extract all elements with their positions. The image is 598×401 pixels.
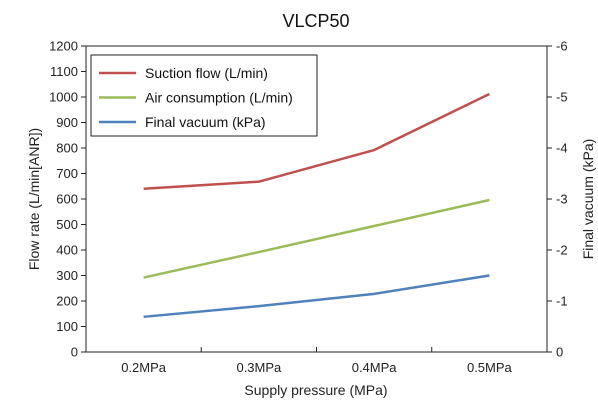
y2-tick-label: -6 (556, 39, 568, 54)
y-tick-label: 800 (56, 141, 78, 156)
y-tick-label: 1200 (49, 39, 78, 54)
y2-tick-label: -2 (556, 243, 568, 258)
legend-label: Final vacuum (kPa) (145, 114, 266, 130)
y-tick-label: 200 (56, 294, 78, 309)
series-line-2 (143, 198, 490, 279)
y-tick-label: 500 (56, 217, 78, 232)
left-y-axis: 0 100 200 300 400 500 600 700 800 900 1000 1100 1200 (49, 39, 86, 360)
series-lines (143, 92, 490, 319)
y-tick-label: 400 (56, 243, 78, 258)
legend-label: Air consumption (L/min) (145, 90, 293, 106)
x-tick-label: 0.5MPa (467, 360, 513, 375)
series-line-1 (143, 92, 490, 191)
y2-tick-label: 0 (556, 345, 563, 360)
y-tick-label: 300 (56, 268, 78, 283)
legend-label: Suction flow (L/min) (145, 65, 268, 81)
x-tick-label: 0.4MPa (352, 360, 398, 375)
y-tick-label: 0 (71, 345, 78, 360)
right-y-axis: 0 -1 -2 -3 -4 -5 -6 (547, 39, 568, 360)
y2-tick-label: -3 (556, 192, 568, 207)
y2-tick-label: -4 (556, 141, 568, 156)
x-tick-label: 0.2MPa (121, 360, 167, 375)
y2-tick-label: -1 (556, 294, 568, 309)
y-tick-label: 700 (56, 166, 78, 181)
x-axis: 0.2MPa 0.3MPa 0.4MPa 0.5MPa (121, 347, 513, 375)
y2-tick-label: -5 (556, 90, 568, 105)
y-tick-label: 100 (56, 319, 78, 334)
y-tick-label: 1000 (49, 90, 78, 105)
y-tick-label: 900 (56, 115, 78, 130)
legend: Suction flow (L/min) Air consumption (L/m… (90, 54, 318, 137)
x-axis-title: Supply pressure (MPa) (244, 382, 387, 398)
x-tick-label: 0.3MPa (236, 360, 282, 375)
y-tick-label: 1100 (50, 64, 78, 79)
y-tick-label: 600 (56, 192, 78, 207)
y-axis-title: Flow rate (L/min[ANR]) (26, 128, 42, 270)
y2-axis-title: Final vacuum (kPa) (580, 139, 596, 260)
chart-title: VLCP50 (282, 11, 349, 31)
series-line-3 (143, 274, 490, 319)
